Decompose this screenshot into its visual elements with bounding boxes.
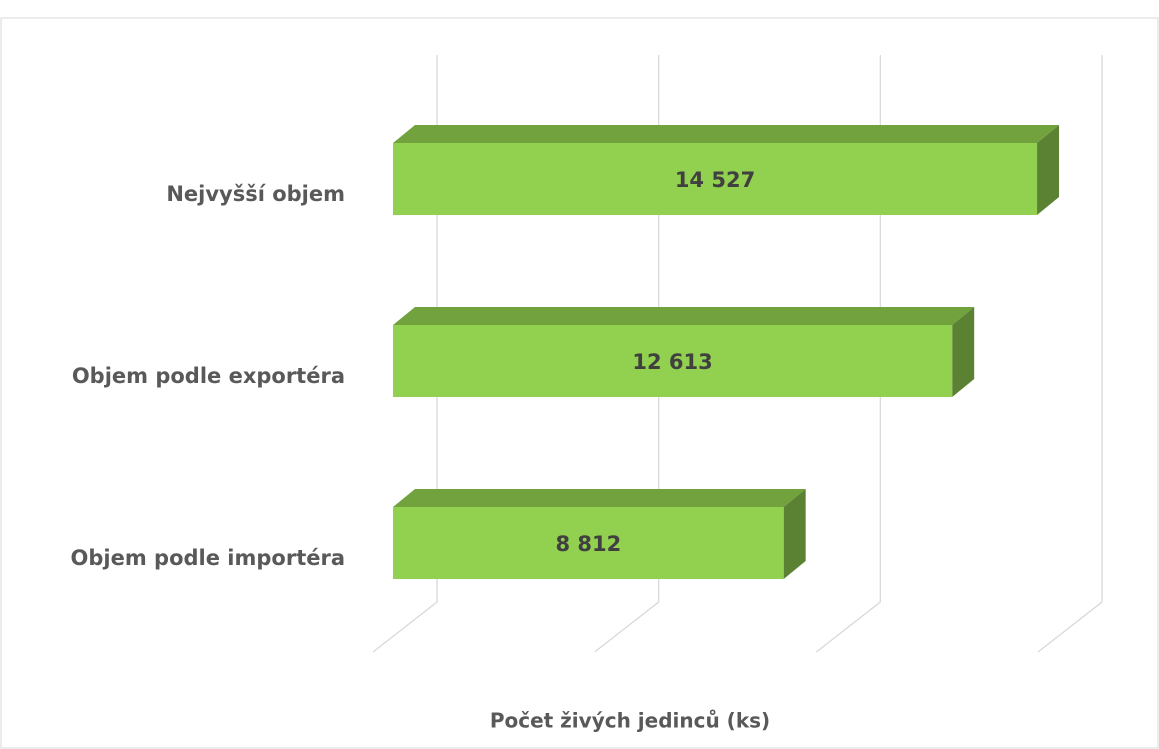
category-label: Nejvyšší objem: [166, 182, 345, 206]
bar: [393, 489, 806, 579]
value-label: 12 613: [632, 350, 712, 374]
bar-side: [783, 489, 806, 579]
value-label: 8 812: [555, 532, 621, 556]
bar: [393, 307, 975, 397]
bar-top: [393, 125, 1060, 143]
bar-side: [1037, 125, 1060, 215]
bar-side: [952, 307, 975, 397]
bar-front: [393, 143, 1038, 215]
x-axis-title: Počet živých jedinců (ks): [490, 709, 770, 733]
bar-front: [393, 325, 953, 397]
category-label: Objem podle importéra: [71, 546, 345, 570]
category-label: Objem podle exportéra: [72, 364, 345, 388]
grid-line: [594, 55, 660, 653]
grid-line: [372, 55, 438, 653]
bar-top: [393, 307, 975, 325]
grid-line: [1037, 55, 1103, 653]
grid-line: [815, 55, 881, 653]
value-label: 14 527: [675, 168, 755, 192]
bar-top: [393, 489, 806, 507]
bar-front: [393, 507, 784, 579]
bar: [393, 125, 1060, 215]
